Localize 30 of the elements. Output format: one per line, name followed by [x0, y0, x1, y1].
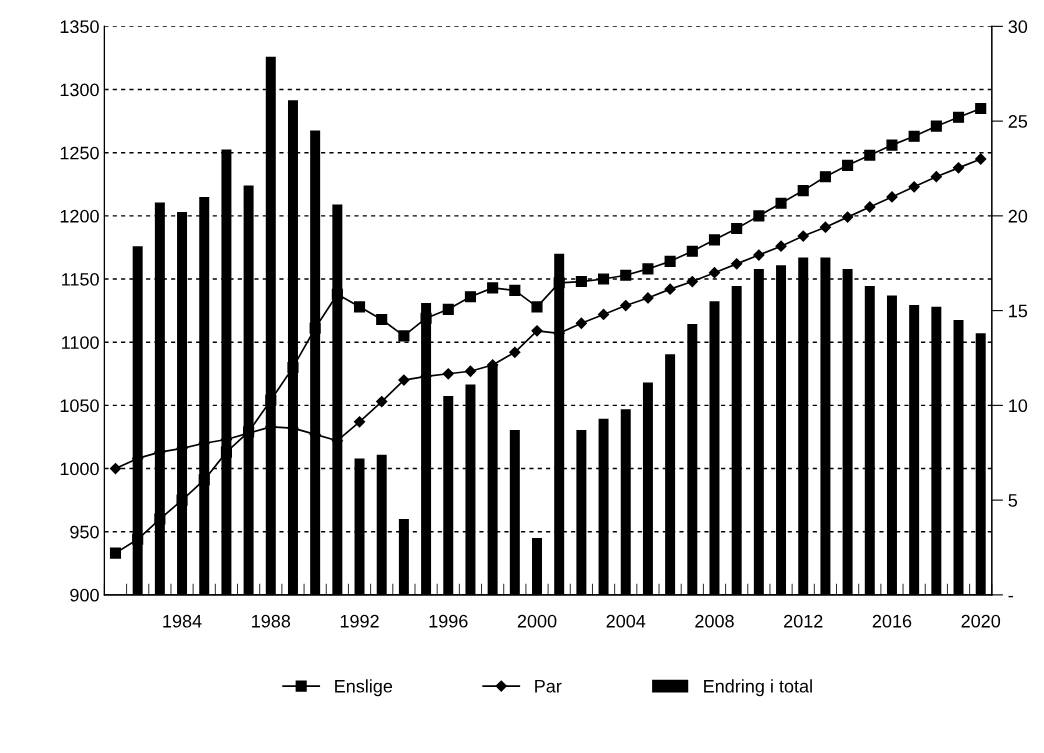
y-tick-label: 1150: [62, 272, 99, 286]
y-tick-label: 950: [70, 525, 99, 539]
y-tick-label: 1300: [60, 83, 99, 97]
y2-tick-label: 10: [1009, 399, 1028, 413]
x-tick-label: 2016: [872, 614, 912, 628]
y-tick-label: 1000: [60, 462, 99, 476]
y2-tick-label: -: [1008, 595, 1013, 598]
y2-tick-label: 20: [1008, 209, 1028, 223]
y-tick-label: 1100: [62, 336, 99, 349]
legend-label: Endring i total: [704, 679, 812, 697]
legend-label: Enslige: [335, 679, 393, 697]
x-tick-label: 1984: [163, 614, 202, 628]
x-tick-label: 2012: [784, 614, 823, 628]
y-tick-label: 1250: [60, 146, 99, 160]
y-tick-label: 1350: [60, 20, 99, 34]
x-tick-label: 1996: [429, 614, 468, 628]
x-tick-label: 2000: [517, 614, 557, 628]
y2-tick-label: 5: [1008, 494, 1018, 507]
y2-tick-label: 15: [1009, 304, 1028, 318]
y-tick-label: 1050: [60, 399, 99, 413]
legend-label: Par: [535, 680, 562, 693]
x-tick-label: 1992: [340, 614, 379, 628]
y-tick-label: 1200: [60, 209, 99, 223]
y2-tick-label: 25: [1008, 115, 1028, 128]
x-tick-label: 2004: [606, 614, 646, 628]
y-tick-label: 900: [70, 588, 99, 602]
x-tick-label: 2008: [695, 614, 734, 628]
y2-tick-label: 30: [1008, 20, 1028, 34]
x-tick-label: 2020: [961, 614, 1001, 628]
x-tick-label: 1988: [252, 614, 291, 628]
